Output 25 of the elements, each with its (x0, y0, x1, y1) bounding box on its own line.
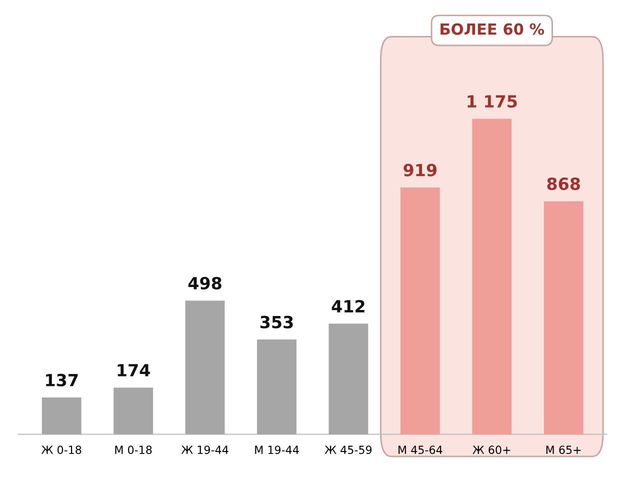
data-label: 498 (188, 276, 222, 290)
data-label: 919 (404, 164, 436, 176)
bar (472, 118, 512, 434)
bar (257, 340, 296, 434)
bar (114, 388, 154, 434)
x-tick-label: М 19-44 (255, 446, 299, 454)
x-tick-label: Ж 60+ (472, 446, 510, 454)
data-label: 137 (46, 374, 78, 386)
x-tick-label: Ж 45-59 (324, 446, 372, 454)
bar (185, 300, 225, 434)
data-label: 1 175 (468, 95, 517, 108)
data-label: 868 (547, 177, 580, 190)
bar (328, 324, 368, 434)
bar (400, 188, 440, 434)
x-tick-label: Ж 19-44 (181, 446, 228, 454)
data-label: 353 (260, 316, 293, 328)
x-tick-label: М 65+ (546, 446, 581, 454)
x-tick-label: М 45-64 (398, 446, 442, 454)
band-label: БОЛЕЕ 60 % (440, 23, 544, 35)
x-tick-label: Ж 0-18 (41, 446, 82, 454)
x-tick-label: М 0-18 (115, 446, 152, 454)
data-label: 174 (118, 364, 150, 376)
bar (42, 398, 82, 434)
bar (544, 201, 584, 434)
data-label: 412 (332, 300, 364, 312)
